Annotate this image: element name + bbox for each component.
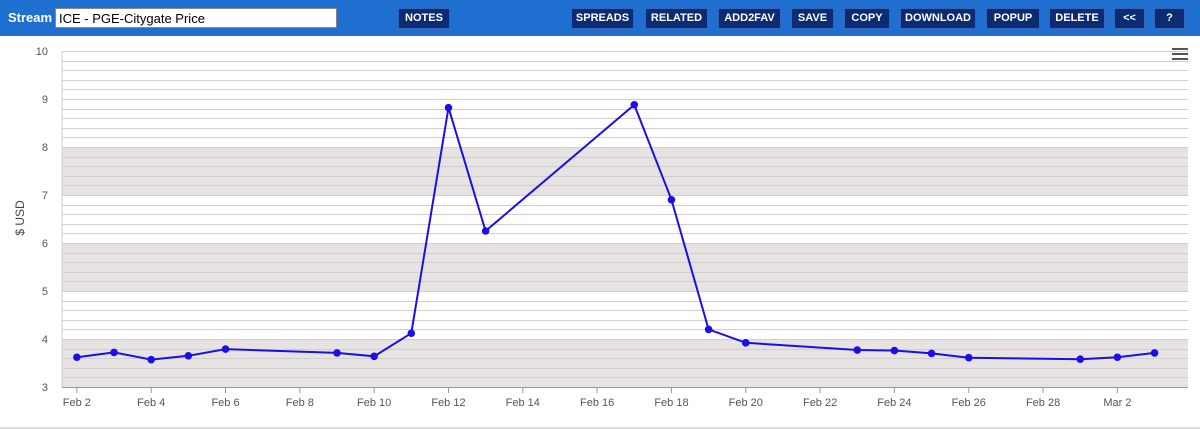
shaded-band-1 (62, 243, 1188, 291)
data-point[interactable] (630, 100, 639, 109)
data-point[interactable] (110, 348, 118, 357)
shaded-bands (62, 147, 1188, 387)
x-tick-label: Feb 20 (729, 397, 763, 409)
data-point[interactable] (667, 196, 676, 204)
x-tick-label: Feb 26 (952, 397, 986, 409)
bottom-divider (0, 427, 1200, 429)
x-tick-label: Feb 12 (431, 397, 465, 409)
data-point[interactable] (853, 346, 862, 354)
series-points (73, 100, 1159, 364)
toolbar: Stream NOTES SPREADS RELATED ADD2FAV SAV… (0, 0, 1200, 36)
shaded-band-2 (62, 147, 1188, 195)
stream-input[interactable] (55, 8, 337, 28)
data-point[interactable] (147, 355, 155, 364)
data-point[interactable] (444, 103, 453, 112)
data-point[interactable] (481, 227, 490, 235)
save-button[interactable]: SAVE (791, 8, 834, 29)
x-tick-label: Feb 16 (580, 397, 614, 409)
data-point[interactable] (704, 325, 713, 334)
y-tick-label: 5 (42, 286, 48, 298)
hamburger-icon[interactable] (1172, 48, 1188, 62)
data-point[interactable] (890, 346, 899, 355)
y-tick-label: 3 (42, 382, 48, 394)
y-tick-label: 6 (42, 238, 48, 250)
data-point[interactable] (73, 353, 81, 362)
y-axis-label: $ USD (13, 200, 27, 236)
x-tick-label: Feb 22 (803, 397, 837, 409)
popup-button[interactable]: POPUP (986, 8, 1040, 29)
x-tick-label: Feb 14 (506, 397, 540, 409)
y-tick-label: 7 (42, 190, 48, 202)
data-point[interactable] (221, 345, 230, 353)
x-tick-label: Feb 6 (211, 397, 239, 409)
x-tick-label: Feb 4 (137, 397, 165, 409)
series-line (76, 103, 1155, 361)
y-tick-label: 10 (36, 46, 48, 58)
data-point[interactable] (1150, 349, 1159, 357)
copy-button[interactable]: COPY (844, 8, 890, 29)
collapse-button[interactable]: << (1114, 8, 1145, 29)
y-axis-ticks: 3 4 5 6 7 8 9 10 (36, 46, 48, 394)
related-button[interactable]: RELATED (645, 8, 708, 29)
y-tick-label: 4 (42, 334, 48, 346)
delete-button[interactable]: DELETE (1049, 8, 1105, 29)
spreads-button[interactable]: SPREADS (571, 8, 634, 29)
data-point[interactable] (407, 329, 416, 338)
x-tick-label: Feb 18 (654, 397, 688, 409)
grid-lines (61, 51, 1188, 388)
data-point[interactable] (1113, 353, 1122, 362)
help-button[interactable]: ? (1154, 8, 1185, 29)
x-tick-label: Feb 24 (877, 397, 911, 409)
data-point[interactable] (964, 353, 973, 362)
x-tick-label: Feb 2 (63, 397, 91, 409)
shaded-band-0 (62, 339, 1188, 387)
download-button[interactable]: DOWNLOAD (900, 8, 976, 29)
x-tick-label: Feb 28 (1026, 397, 1060, 409)
x-tick-label: Feb 10 (357, 397, 391, 409)
data-point[interactable] (927, 349, 936, 358)
data-point[interactable] (333, 349, 341, 357)
add2fav-button[interactable]: ADD2FAV (718, 8, 781, 29)
y-tick-label: 9 (42, 94, 48, 106)
stream-label: Stream (8, 10, 53, 25)
x-axis-ticks: Feb 2 Feb 4 Feb 6 Feb 8 Feb 10 Feb 12 Feb 14 Fe… (62, 387, 1188, 409)
data-point[interactable] (741, 339, 750, 347)
x-tick-label: Feb 8 (286, 397, 314, 409)
data-point[interactable] (370, 352, 378, 361)
x-tick-label: Mar 2 (1103, 397, 1131, 409)
notes-button[interactable]: NOTES (398, 8, 450, 29)
data-point[interactable] (184, 352, 193, 360)
y-tick-label: 8 (42, 142, 48, 154)
data-point[interactable] (1076, 355, 1085, 363)
